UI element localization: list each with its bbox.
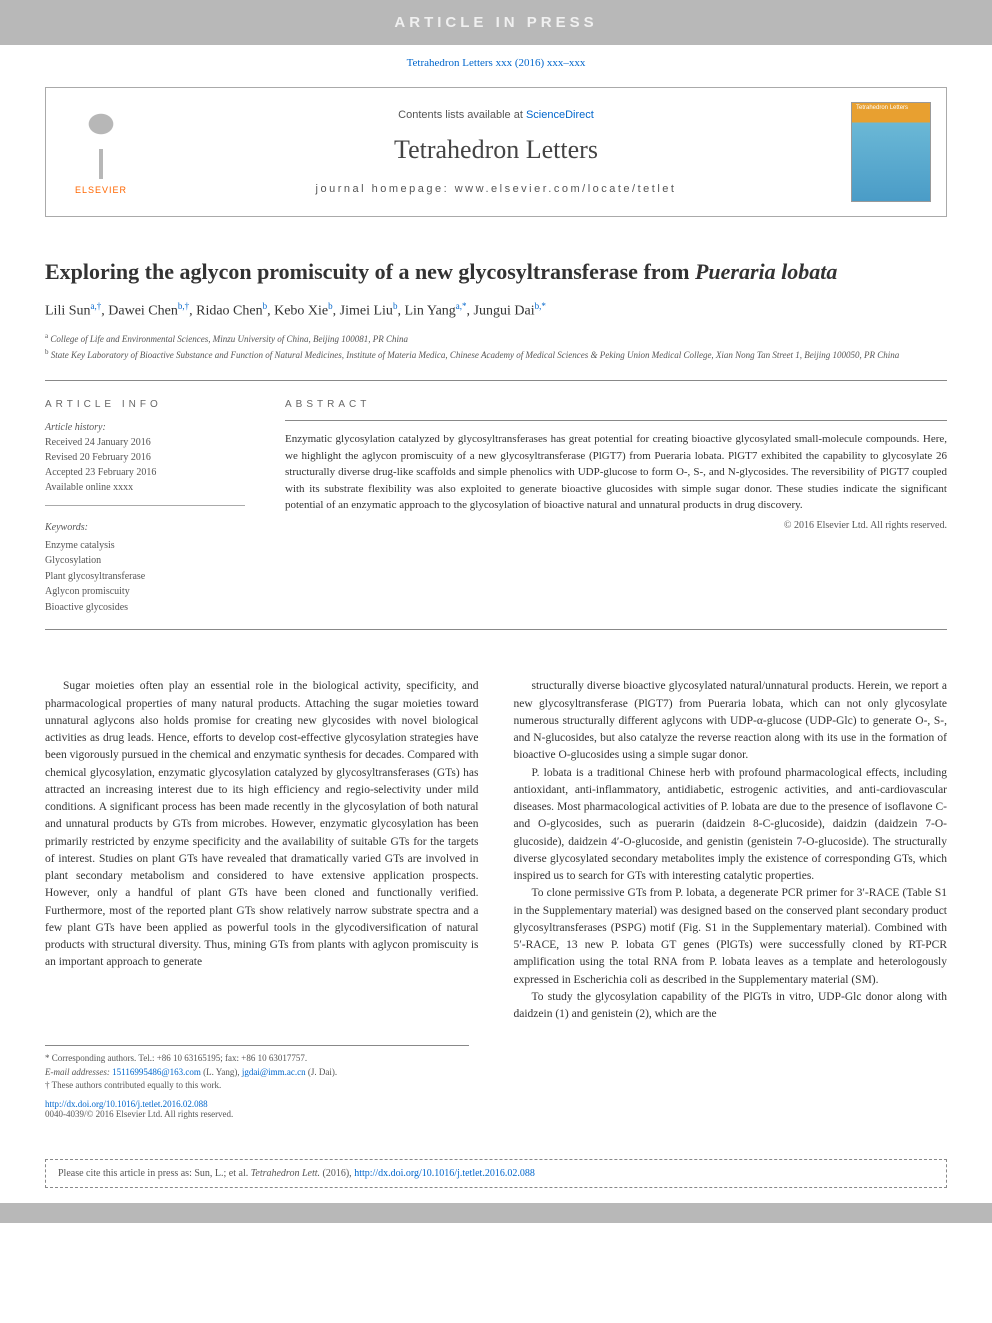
journal-header: ELSEVIER Contents lists available at Sci…: [45, 87, 947, 217]
author-1-sup: a,†: [91, 301, 102, 311]
email-label: E-mail addresses:: [45, 1067, 112, 1077]
author-1: Lili Sun: [45, 303, 91, 318]
divider-top: [45, 380, 947, 381]
email-1-link[interactable]: 15116995486@163.com: [112, 1067, 201, 1077]
body-column-left: Sugar moieties often play an essential r…: [45, 678, 479, 1023]
email-2-link[interactable]: jgdai@imm.ac.cn: [242, 1067, 306, 1077]
doi-link[interactable]: http://dx.doi.org/10.1016/j.tetlet.2016.…: [45, 1099, 208, 1109]
affiliation-a-text: College of Life and Environmental Scienc…: [50, 334, 408, 344]
author-4: Kebo Xie: [274, 303, 328, 318]
journal-name: Tetrahedron Letters: [141, 135, 851, 165]
elsevier-tree-icon: [71, 109, 131, 179]
cite-doi-link[interactable]: http://dx.doi.org/10.1016/j.tetlet.2016.…: [354, 1168, 535, 1179]
cite-year: (2016),: [320, 1168, 354, 1179]
abstract-text: Enzymatic glycosylation catalyzed by gly…: [285, 420, 947, 514]
author-2-sup: b,†: [178, 301, 189, 311]
keyword-5: Bioactive glycosides: [45, 600, 245, 616]
affiliation-a: a College of Life and Environmental Scie…: [45, 331, 947, 347]
author-3: Ridao Chen: [196, 303, 263, 318]
body-right-p4: To study the glycosylation capability of…: [514, 989, 948, 1024]
citation-top-link[interactable]: Tetrahedron Letters xxx (2016) xxx–xxx: [407, 57, 586, 69]
contents-prefix: Contents lists available at: [398, 109, 526, 121]
author-7: Jungui Dai: [474, 303, 535, 318]
history-accepted: Accepted 23 February 2016: [45, 465, 245, 480]
keywords-label: Keywords:: [45, 520, 245, 536]
cite-footer: Please cite this article in press as: Su…: [45, 1159, 947, 1188]
cite-prefix: Please cite this article in press as: Su…: [58, 1168, 251, 1179]
article-info-heading: ARTICLE INFO: [45, 399, 245, 410]
doi-copyright: 0040-4039/© 2016 Elsevier Ltd. All right…: [45, 1109, 233, 1119]
main-content: Exploring the aglycon promiscuity of a n…: [0, 217, 992, 1139]
keyword-1: Enzyme catalysis: [45, 538, 245, 554]
body-right-p2: P. lobata is a traditional Chinese herb …: [514, 765, 948, 886]
article-in-press-banner: ARTICLE IN PRESS: [0, 0, 992, 45]
body-left-p1: Sugar moieties often play an essential r…: [45, 678, 479, 971]
history-revised: Revised 20 February 2016: [45, 450, 245, 465]
body-column-right: structurally diverse bioactive glycosyla…: [514, 678, 948, 1023]
email-line: E-mail addresses: 15116995486@163.com (L…: [45, 1066, 469, 1080]
citation-top-line: Tetrahedron Letters xxx (2016) xxx–xxx: [0, 45, 992, 87]
body-right-p1: structurally diverse bioactive glycosyla…: [514, 678, 948, 764]
abstract-copyright: © 2016 Elsevier Ltd. All rights reserved…: [285, 520, 947, 531]
journal-cover-thumbnail[interactable]: Tetrahedron Letters: [851, 102, 931, 202]
article-history: Article history: Received 24 January 201…: [45, 420, 245, 506]
body-columns: Sugar moieties often play an essential r…: [45, 678, 947, 1023]
email-1-name: (L. Yang),: [201, 1067, 242, 1077]
title-text-1: Exploring the aglycon promiscuity of a n…: [45, 259, 695, 284]
author-4-sup: b: [328, 301, 333, 311]
elsevier-logo[interactable]: ELSEVIER: [61, 102, 141, 202]
corresponding-note: * Corresponding authors. Tel.: +86 10 63…: [45, 1052, 469, 1066]
doi-block: http://dx.doi.org/10.1016/j.tetlet.2016.…: [45, 1099, 947, 1119]
divider-bottom: [45, 629, 947, 630]
header-center: Contents lists available at ScienceDirec…: [141, 109, 851, 195]
author-3-sup: b: [263, 301, 268, 311]
equal-contrib-note: † These authors contributed equally to t…: [45, 1079, 469, 1093]
article-info-column: ARTICLE INFO Article history: Received 2…: [45, 399, 245, 615]
affiliation-b: b State Key Laboratory of Bioactive Subs…: [45, 347, 947, 363]
article-title: Exploring the aglycon promiscuity of a n…: [45, 257, 947, 287]
title-species: Pueraria lobata: [695, 259, 837, 284]
body-right-p3: To clone permissive GTs from P. lobata, …: [514, 885, 948, 989]
info-abstract-row: ARTICLE INFO Article history: Received 2…: [45, 387, 947, 615]
abstract-column: ABSTRACT Enzymatic glycosylation catalyz…: [285, 399, 947, 615]
keyword-4: Aglycon promiscuity: [45, 584, 245, 600]
email-2-name: (J. Dai).: [306, 1067, 338, 1077]
author-6-sup: a,*: [456, 301, 467, 311]
journal-homepage: journal homepage: www.elsevier.com/locat…: [141, 183, 851, 195]
watermark-text: ARTICLE IN PRESS: [394, 14, 597, 31]
cite-journal: Tetrahedron Lett.: [251, 1168, 320, 1179]
keyword-2: Glycosylation: [45, 553, 245, 569]
affiliations: a College of Life and Environmental Scie…: [45, 331, 947, 362]
footnotes: * Corresponding authors. Tel.: +86 10 63…: [45, 1045, 469, 1093]
history-online: Available online xxxx: [45, 480, 245, 495]
footer-band: [0, 1203, 992, 1223]
author-7-sup: b,*: [535, 301, 546, 311]
affiliation-b-text: State Key Laboratory of Bioactive Substa…: [51, 350, 900, 360]
author-5-sup: b: [393, 301, 398, 311]
keyword-3: Plant glycosyltransferase: [45, 569, 245, 585]
sciencedirect-link[interactable]: ScienceDirect: [526, 109, 594, 121]
keywords-block: Keywords: Enzyme catalysis Glycosylation…: [45, 520, 245, 615]
cover-text: Tetrahedron Letters: [856, 105, 926, 111]
history-label: Article history:: [45, 420, 245, 435]
author-list: Lili Suna,†, Dawei Chenb,†, Ridao Chenb,…: [45, 301, 947, 320]
contents-available-line: Contents lists available at ScienceDirec…: [141, 109, 851, 121]
author-6: Lin Yang: [404, 303, 455, 318]
abstract-heading: ABSTRACT: [285, 399, 947, 410]
elsevier-label: ELSEVIER: [75, 185, 127, 195]
author-5: Jimei Liu: [340, 303, 393, 318]
author-2: Dawei Chen: [108, 303, 178, 318]
history-received: Received 24 January 2016: [45, 435, 245, 450]
